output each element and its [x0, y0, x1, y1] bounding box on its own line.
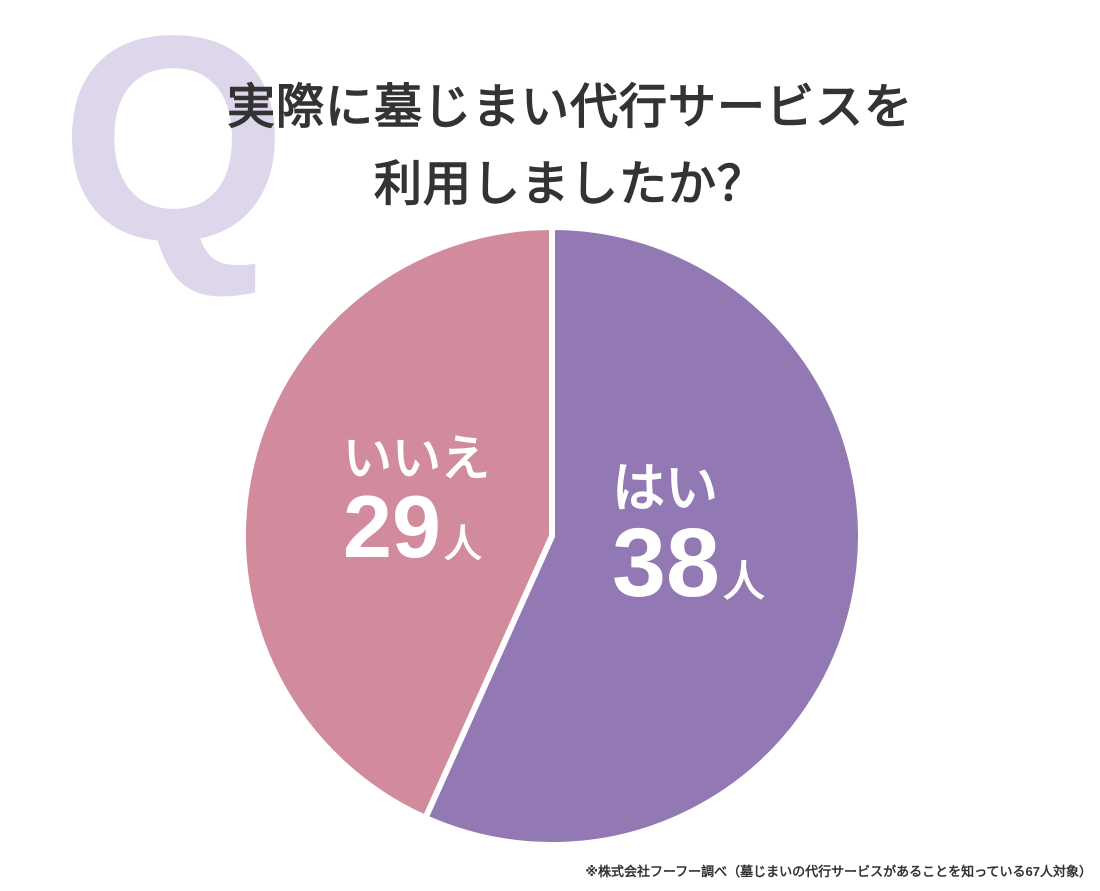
slice-label-yes: はい 38人	[612, 458, 765, 611]
slice-label-yes-value-row: 38人	[612, 514, 765, 611]
question-title: 実際に墓じまい代行サービスを 利用しましたか？	[40, 69, 1100, 223]
slice-label-no-value: 29	[343, 477, 441, 576]
question-title-line-1: 実際に墓じまい代行サービスを	[226, 81, 913, 134]
question-title-line-2: 利用しましたか？	[373, 158, 766, 211]
slice-label-no-unit: 人	[443, 524, 482, 566]
slice-label-no-text: いいえ	[343, 432, 491, 486]
pie-slice-no	[240, 224, 555, 821]
slice-label-yes-text: はい	[612, 459, 718, 518]
survey-source-footnote: ※株式会社フーフー調べ（墓じまいの代行サービスがあることを知っている67人対象）	[585, 864, 1092, 879]
slice-label-yes-unit: 人	[722, 558, 765, 605]
q-mark-letter: Q	[60, 0, 288, 301]
slice-label-yes-value: 38	[612, 508, 720, 617]
slice-label-no: いいえ 29人	[343, 430, 491, 571]
slice-label-no-value-row: 29人	[343, 483, 490, 571]
pie-slice-yes	[422, 224, 864, 848]
